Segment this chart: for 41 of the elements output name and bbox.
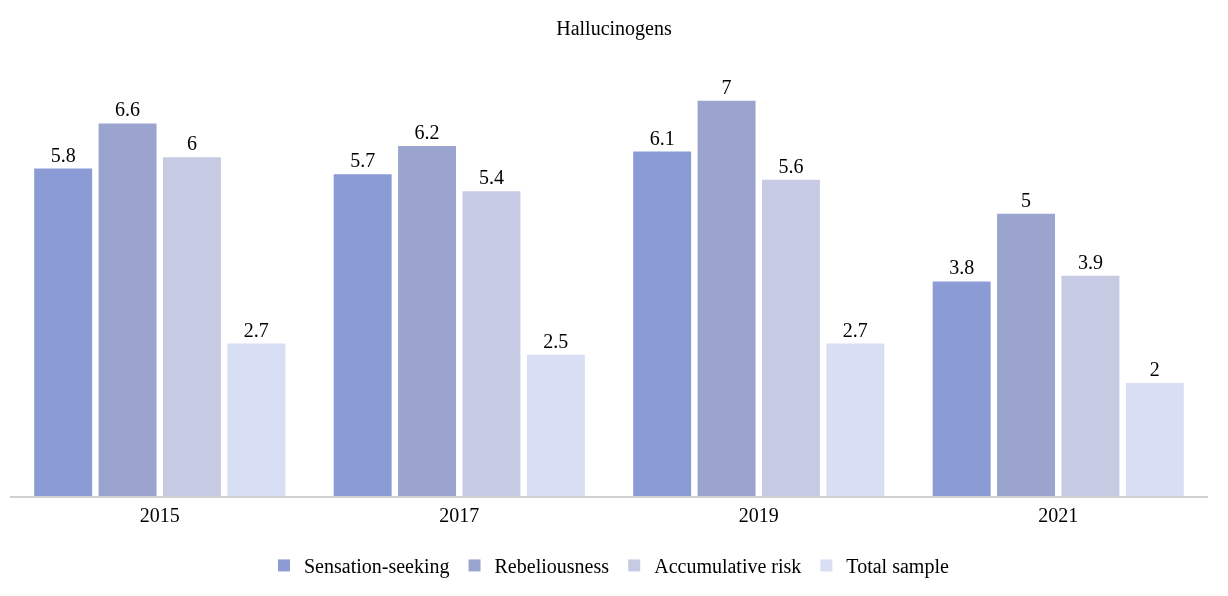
bar — [997, 213, 1056, 496]
data-label: 5 — [1021, 188, 1032, 211]
data-label: 6.1 — [649, 126, 675, 149]
legend-label: Rebeliousness — [494, 555, 610, 578]
legend-label: Sensation-seeking — [304, 555, 450, 579]
bar — [34, 168, 93, 496]
data-label: 5.6 — [778, 154, 804, 177]
bar — [761, 179, 820, 496]
bar — [633, 151, 692, 496]
data-label: 6.6 — [115, 98, 141, 121]
bar — [697, 100, 756, 496]
bar — [1125, 383, 1184, 496]
chart-title: Hallucinogens — [556, 16, 672, 40]
data-label: 6.2 — [414, 120, 440, 143]
data-label: 7 — [721, 75, 732, 98]
bar — [162, 157, 221, 496]
data-label: 2 — [1149, 358, 1160, 381]
data-label: 6 — [186, 132, 197, 155]
x-tick-label: 2019 — [738, 503, 779, 526]
bar — [462, 191, 521, 496]
data-label: 2.7 — [243, 318, 269, 341]
data-label: 5.7 — [350, 149, 376, 172]
bar — [333, 174, 392, 496]
x-tick-label: 2021 — [1038, 503, 1079, 526]
data-label: 3.8 — [949, 256, 975, 279]
bar — [398, 145, 457, 496]
x-tick-label: 2015 — [139, 503, 180, 526]
legend-label: Total sample — [846, 555, 949, 579]
data-label: 5.8 — [50, 143, 76, 166]
x-tick-label: 2017 — [439, 503, 480, 526]
data-label: 2.5 — [543, 329, 569, 352]
data-label: 5.4 — [478, 166, 504, 189]
bar — [1061, 275, 1120, 496]
bar — [227, 343, 286, 496]
bar — [932, 281, 991, 496]
data-label: 2.7 — [842, 318, 868, 341]
data-label: 3.9 — [1077, 250, 1103, 273]
bar — [526, 354, 585, 496]
bar — [98, 123, 157, 496]
bar — [826, 343, 885, 496]
legend-label: Accumulative risk — [654, 555, 802, 578]
